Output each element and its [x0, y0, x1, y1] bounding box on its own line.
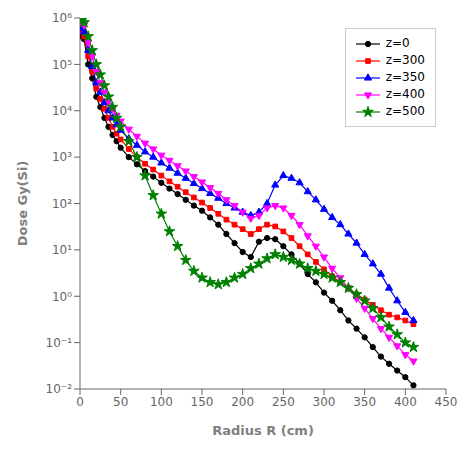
- svg-text:10¹: 10¹: [52, 243, 72, 257]
- svg-text:450: 450: [435, 395, 458, 409]
- html-text:z=0: z=0: [385, 36, 410, 50]
- html-text:z=400: z=400: [385, 87, 425, 101]
- svg-text:50: 50: [113, 395, 128, 409]
- svg-text:10²: 10²: [52, 197, 72, 211]
- svg-text:Radius R (cm): Radius R (cm): [212, 423, 314, 438]
- svg-text:10⁻²: 10⁻²: [46, 382, 73, 396]
- svg-text:10³: 10³: [52, 150, 72, 164]
- svg-text:100: 100: [150, 395, 173, 409]
- svg-text:10⁵: 10⁵: [52, 58, 72, 72]
- svg-text:400: 400: [394, 395, 417, 409]
- svg-text:0: 0: [76, 395, 84, 409]
- html-text:z=500: z=500: [385, 104, 425, 118]
- svg-text:150: 150: [191, 395, 214, 409]
- svg-text:Dose Gy(Si): Dose Gy(Si): [15, 161, 30, 247]
- svg-text:200: 200: [231, 395, 254, 409]
- svg-text:10⁶: 10⁶: [52, 11, 72, 25]
- svg-text:300: 300: [313, 395, 336, 409]
- svg-text:10⁰: 10⁰: [52, 290, 72, 304]
- svg-text:10⁴: 10⁴: [52, 104, 72, 118]
- html-text:z=350: z=350: [385, 70, 425, 84]
- html-text:z=300: z=300: [385, 53, 425, 67]
- svg-text:10⁻¹: 10⁻¹: [46, 336, 73, 350]
- svg-text:350: 350: [353, 395, 376, 409]
- svg-text:250: 250: [272, 395, 295, 409]
